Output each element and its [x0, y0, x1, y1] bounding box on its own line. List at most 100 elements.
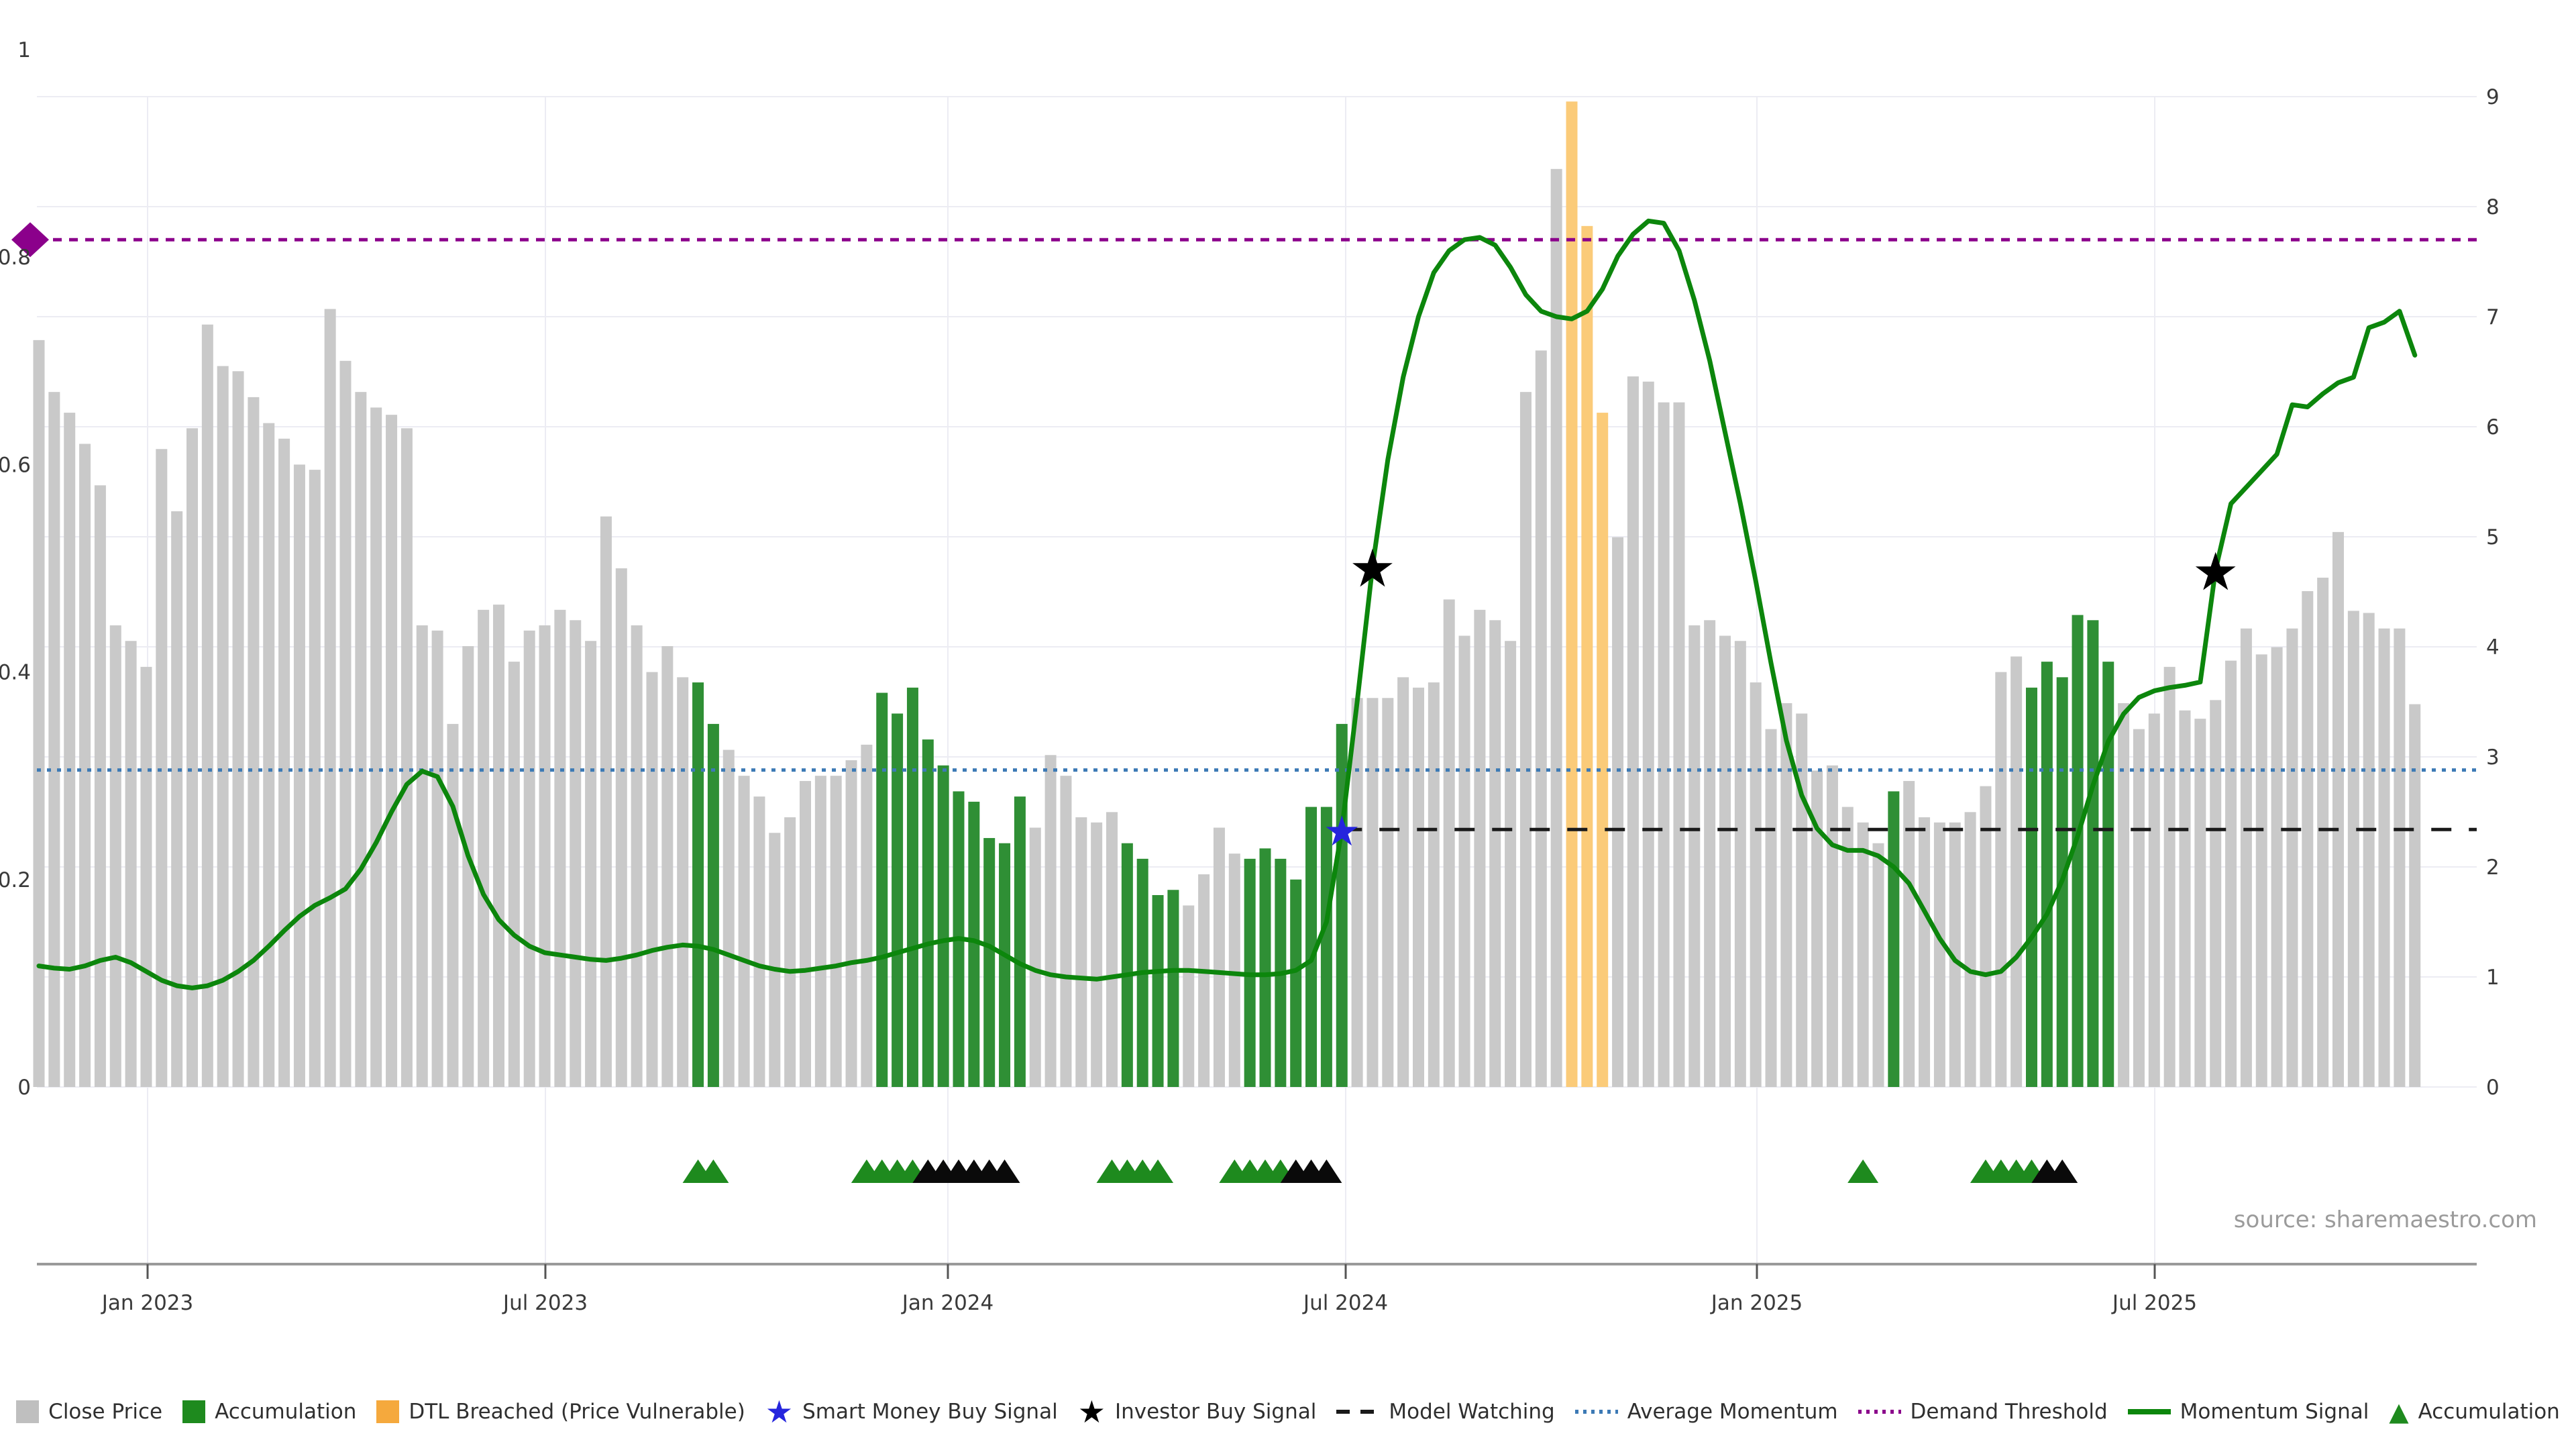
price-bar: [1198, 874, 1210, 1087]
price-bar: [1228, 853, 1240, 1087]
price-bar: [33, 340, 45, 1087]
price-bar: [1519, 392, 1532, 1088]
legend-item: Model Watching: [1336, 1400, 1555, 1424]
price-bar: [707, 723, 719, 1087]
price-bar: [217, 366, 229, 1087]
price-bar: [79, 444, 91, 1087]
price-bar: [1397, 677, 1409, 1087]
price-bar: [447, 723, 459, 1087]
demand-threshold-diamond-icon: [11, 222, 49, 258]
price-bar: [2118, 703, 2130, 1087]
accumulation-triangle-icon: [1311, 1159, 1342, 1183]
price-bar: [1719, 635, 1731, 1087]
price-bar: [1183, 905, 1195, 1087]
price-bar: [2163, 666, 2176, 1087]
price-bar: [1091, 822, 1103, 1087]
right-axis-tick-label: 1: [2486, 966, 2500, 990]
price-bar: [1826, 765, 1838, 1087]
price-bar: [1428, 682, 1440, 1087]
source-attribution: source: sharemaestro.com: [2233, 1206, 2537, 1233]
price-bar: [2271, 647, 2283, 1087]
price-bar: [999, 843, 1011, 1087]
legend-item: ▲ Accumulation: [2389, 1399, 2559, 1424]
left-axis-tick-label: 0.4: [0, 661, 31, 685]
accumulation-triangle-icon: [989, 1159, 1020, 1183]
price-bar: [1320, 807, 1332, 1087]
price-bar: [48, 392, 60, 1088]
left-axis-tick-label: 0.6: [0, 453, 31, 477]
price-bar: [186, 428, 198, 1087]
price-bar: [753, 796, 765, 1087]
price-bar: [2148, 713, 2160, 1087]
price-bar: [2041, 662, 2053, 1087]
price-bar: [493, 605, 504, 1087]
accumulation-triangle-icon: [1142, 1159, 1174, 1183]
legend-label: Smart Money Buy Signal: [802, 1400, 1058, 1424]
price-bar: [1750, 682, 1762, 1087]
signal-markers: ★ ★ ★: [11, 222, 2239, 855]
legend-star-icon: ★: [1077, 1394, 1106, 1430]
price-bar: [1458, 635, 1470, 1087]
right-axis-tick-label: 8: [2486, 195, 2500, 219]
legend-item: ★ Investor Buy Signal: [1077, 1394, 1317, 1430]
legend-item: Average Momentum: [1574, 1400, 1838, 1424]
price-bar: [523, 630, 535, 1087]
price-bar: [263, 423, 275, 1087]
price-bar: [2286, 628, 2298, 1087]
legend-item: Momentum Signal: [2127, 1400, 2369, 1424]
price-bar: [1688, 625, 1701, 1087]
x-axis-tick-label: Jan 2023: [101, 1291, 194, 1315]
right-axis-tick-label: 4: [2486, 635, 2500, 660]
price-bar: [2179, 710, 2191, 1087]
price-bar: [1627, 376, 1639, 1087]
price-bar: [845, 760, 857, 1087]
legend: Close Price Accumulation DTL Breached (Pri…: [0, 1394, 2576, 1430]
x-axis-tick-label: Jan 2025: [1710, 1291, 1803, 1315]
right-axis-tick-label: 3: [2486, 745, 2500, 770]
investor-buy-star-icon: ★: [2192, 542, 2239, 603]
price-bar: [1765, 729, 1777, 1087]
price-bar: [2133, 729, 2145, 1087]
price-bar: [1366, 698, 1379, 1087]
price-bar: [462, 645, 474, 1087]
price-bar: [1443, 599, 1455, 1087]
price-bar: [1581, 225, 1593, 1087]
price-bar: [1535, 350, 1547, 1087]
price-bar: [738, 776, 750, 1087]
accumulation-marker-row: [682, 1159, 2078, 1183]
price-bar: [1413, 687, 1424, 1087]
price-bar: [2409, 704, 2421, 1087]
price-bar: [400, 428, 413, 1087]
price-bar: [1305, 807, 1318, 1087]
price-bar: [1044, 755, 1057, 1087]
price-bar: [2026, 687, 2037, 1087]
price-bar: [140, 666, 152, 1087]
momentum-signal-path: [36, 218, 2418, 990]
accumulation-triangle-icon: [2047, 1159, 2078, 1183]
price-bar: [1888, 791, 1900, 1087]
price-bar: [386, 415, 398, 1087]
price-bar: [2363, 613, 2375, 1087]
price-bar: [769, 833, 781, 1087]
price-bar: [1014, 796, 1026, 1087]
legend-swatch-icon: [16, 1400, 40, 1423]
price-bar: [1075, 817, 1087, 1087]
price-bar: [309, 470, 321, 1087]
price-bar: [646, 672, 658, 1087]
accumulation-triangle-icon: [1847, 1159, 1879, 1183]
price-bar: [1259, 848, 1271, 1087]
price-bar: [1167, 890, 1179, 1087]
price-bar: [1290, 879, 1302, 1087]
price-bar: [478, 609, 490, 1087]
price-bar: [1642, 381, 1654, 1087]
price-bar: [1919, 817, 1931, 1087]
right-axis-tick-label: 6: [2486, 415, 2500, 439]
price-bar: [2210, 700, 2222, 1087]
price-bar: [892, 713, 904, 1087]
price-bar: [585, 641, 597, 1087]
price-bar: [2347, 611, 2359, 1087]
price-bar: [2102, 662, 2114, 1087]
legend-label: Model Watching: [1389, 1400, 1555, 1424]
